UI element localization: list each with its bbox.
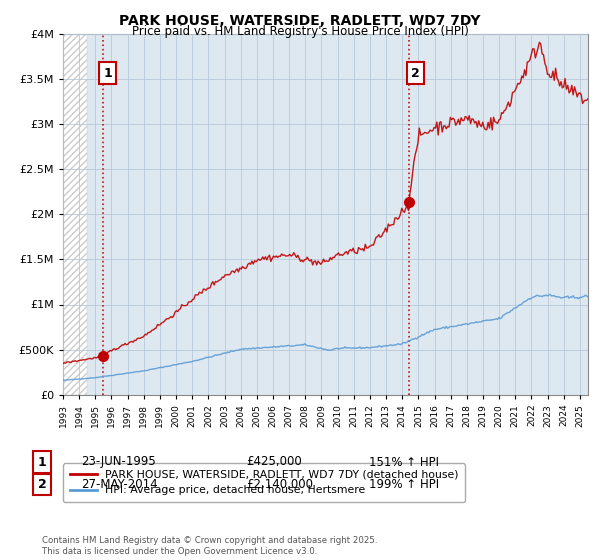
Legend: PARK HOUSE, WATERSIDE, RADLETT, WD7 7DY (detached house), HPI: Average price, de: PARK HOUSE, WATERSIDE, RADLETT, WD7 7DY … (63, 464, 466, 502)
Text: Contains HM Land Registry data © Crown copyright and database right 2025.
This d: Contains HM Land Registry data © Crown c… (42, 536, 377, 556)
Text: PARK HOUSE, WATERSIDE, RADLETT, WD7 7DY: PARK HOUSE, WATERSIDE, RADLETT, WD7 7DY (119, 14, 481, 28)
Text: 1: 1 (38, 455, 46, 469)
Text: Price paid vs. HM Land Registry's House Price Index (HPI): Price paid vs. HM Land Registry's House … (131, 25, 469, 38)
Text: 199% ↑ HPI: 199% ↑ HPI (369, 478, 439, 491)
Bar (63, 34, 87, 395)
Text: 2: 2 (38, 478, 46, 491)
Text: £2,140,000: £2,140,000 (246, 478, 313, 491)
Text: 23-JUN-1995: 23-JUN-1995 (81, 455, 156, 469)
Text: 2: 2 (411, 67, 419, 80)
Text: 27-MAY-2014: 27-MAY-2014 (81, 478, 158, 491)
Text: 151% ↑ HPI: 151% ↑ HPI (369, 455, 439, 469)
Text: £425,000: £425,000 (246, 455, 302, 469)
Text: 1: 1 (103, 67, 112, 80)
